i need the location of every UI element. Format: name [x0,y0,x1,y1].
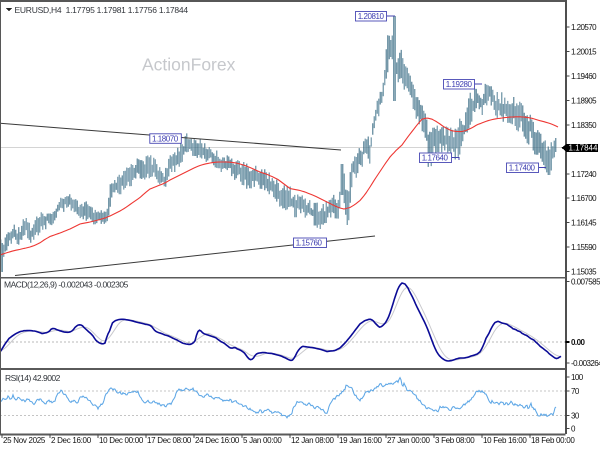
svg-text:ActionForex: ActionForex [142,55,236,75]
svg-text:1.15590: 1.15590 [571,243,597,252]
svg-text:1.20015: 1.20015 [571,47,597,56]
svg-text:70: 70 [571,387,580,396]
svg-text:100: 100 [571,373,584,382]
svg-text:3 Feb 08:00: 3 Feb 08:00 [435,436,475,445]
svg-text:1.19460: 1.19460 [571,72,597,81]
svg-text:-0.003264: -0.003264 [571,359,600,368]
svg-text:30: 30 [571,412,580,421]
svg-text:0.00: 0.00 [571,338,585,347]
svg-text:1.20570: 1.20570 [571,23,597,32]
svg-text:MACD(12,26,9) -0.002043 -0.002: MACD(12,26,9) -0.002043 -0.002305 [4,280,129,290]
svg-text:18 Feb 00:00: 18 Feb 00:00 [531,436,575,445]
svg-text:1.19280: 1.19280 [446,80,473,89]
svg-text:2 Dec 16:00: 2 Dec 16:00 [51,436,92,445]
svg-text:1.18905: 1.18905 [571,96,597,105]
svg-text:1.15760: 1.15760 [296,239,323,248]
svg-text:1.17640: 1.17640 [422,154,449,163]
svg-text:5 Jan 00:00: 5 Jan 00:00 [243,436,282,445]
svg-text:1.16145: 1.16145 [571,219,597,228]
svg-text:RSI(14) 42.9002: RSI(14) 42.9002 [5,373,61,383]
svg-text:25 Nov 2025: 25 Nov 2025 [3,436,46,445]
svg-text:1.16700: 1.16700 [571,194,597,203]
svg-text:12 Jan 08:00: 12 Jan 08:00 [291,436,335,445]
svg-text:1.17400: 1.17400 [509,164,536,173]
svg-text:17 Dec 08:00: 17 Dec 08:00 [147,436,192,445]
svg-text:1.18350: 1.18350 [571,121,597,130]
svg-text:24 Dec 16:00: 24 Dec 16:00 [195,436,240,445]
svg-text:27 Jan 00:00: 27 Jan 00:00 [387,436,431,445]
svg-text:0.007585: 0.007585 [571,277,600,286]
svg-text:1.15035: 1.15035 [571,267,597,276]
svg-text:EURUSD,H4 1.17795 1.17981 1.1: EURUSD,H4 1.17795 1.17981 1.17756 1.1784… [15,5,189,15]
svg-text:1.20810: 1.20810 [358,12,385,21]
svg-text:1.18070: 1.18070 [152,134,179,143]
svg-text:10 Feb 16:00: 10 Feb 16:00 [483,436,527,445]
svg-text:0: 0 [571,425,576,434]
svg-text:1.17844: 1.17844 [569,143,598,152]
svg-text:19 Jan 16:00: 19 Jan 16:00 [339,436,383,445]
svg-text:1.17240: 1.17240 [571,170,597,179]
svg-text:10 Dec 00:00: 10 Dec 00:00 [99,436,144,445]
